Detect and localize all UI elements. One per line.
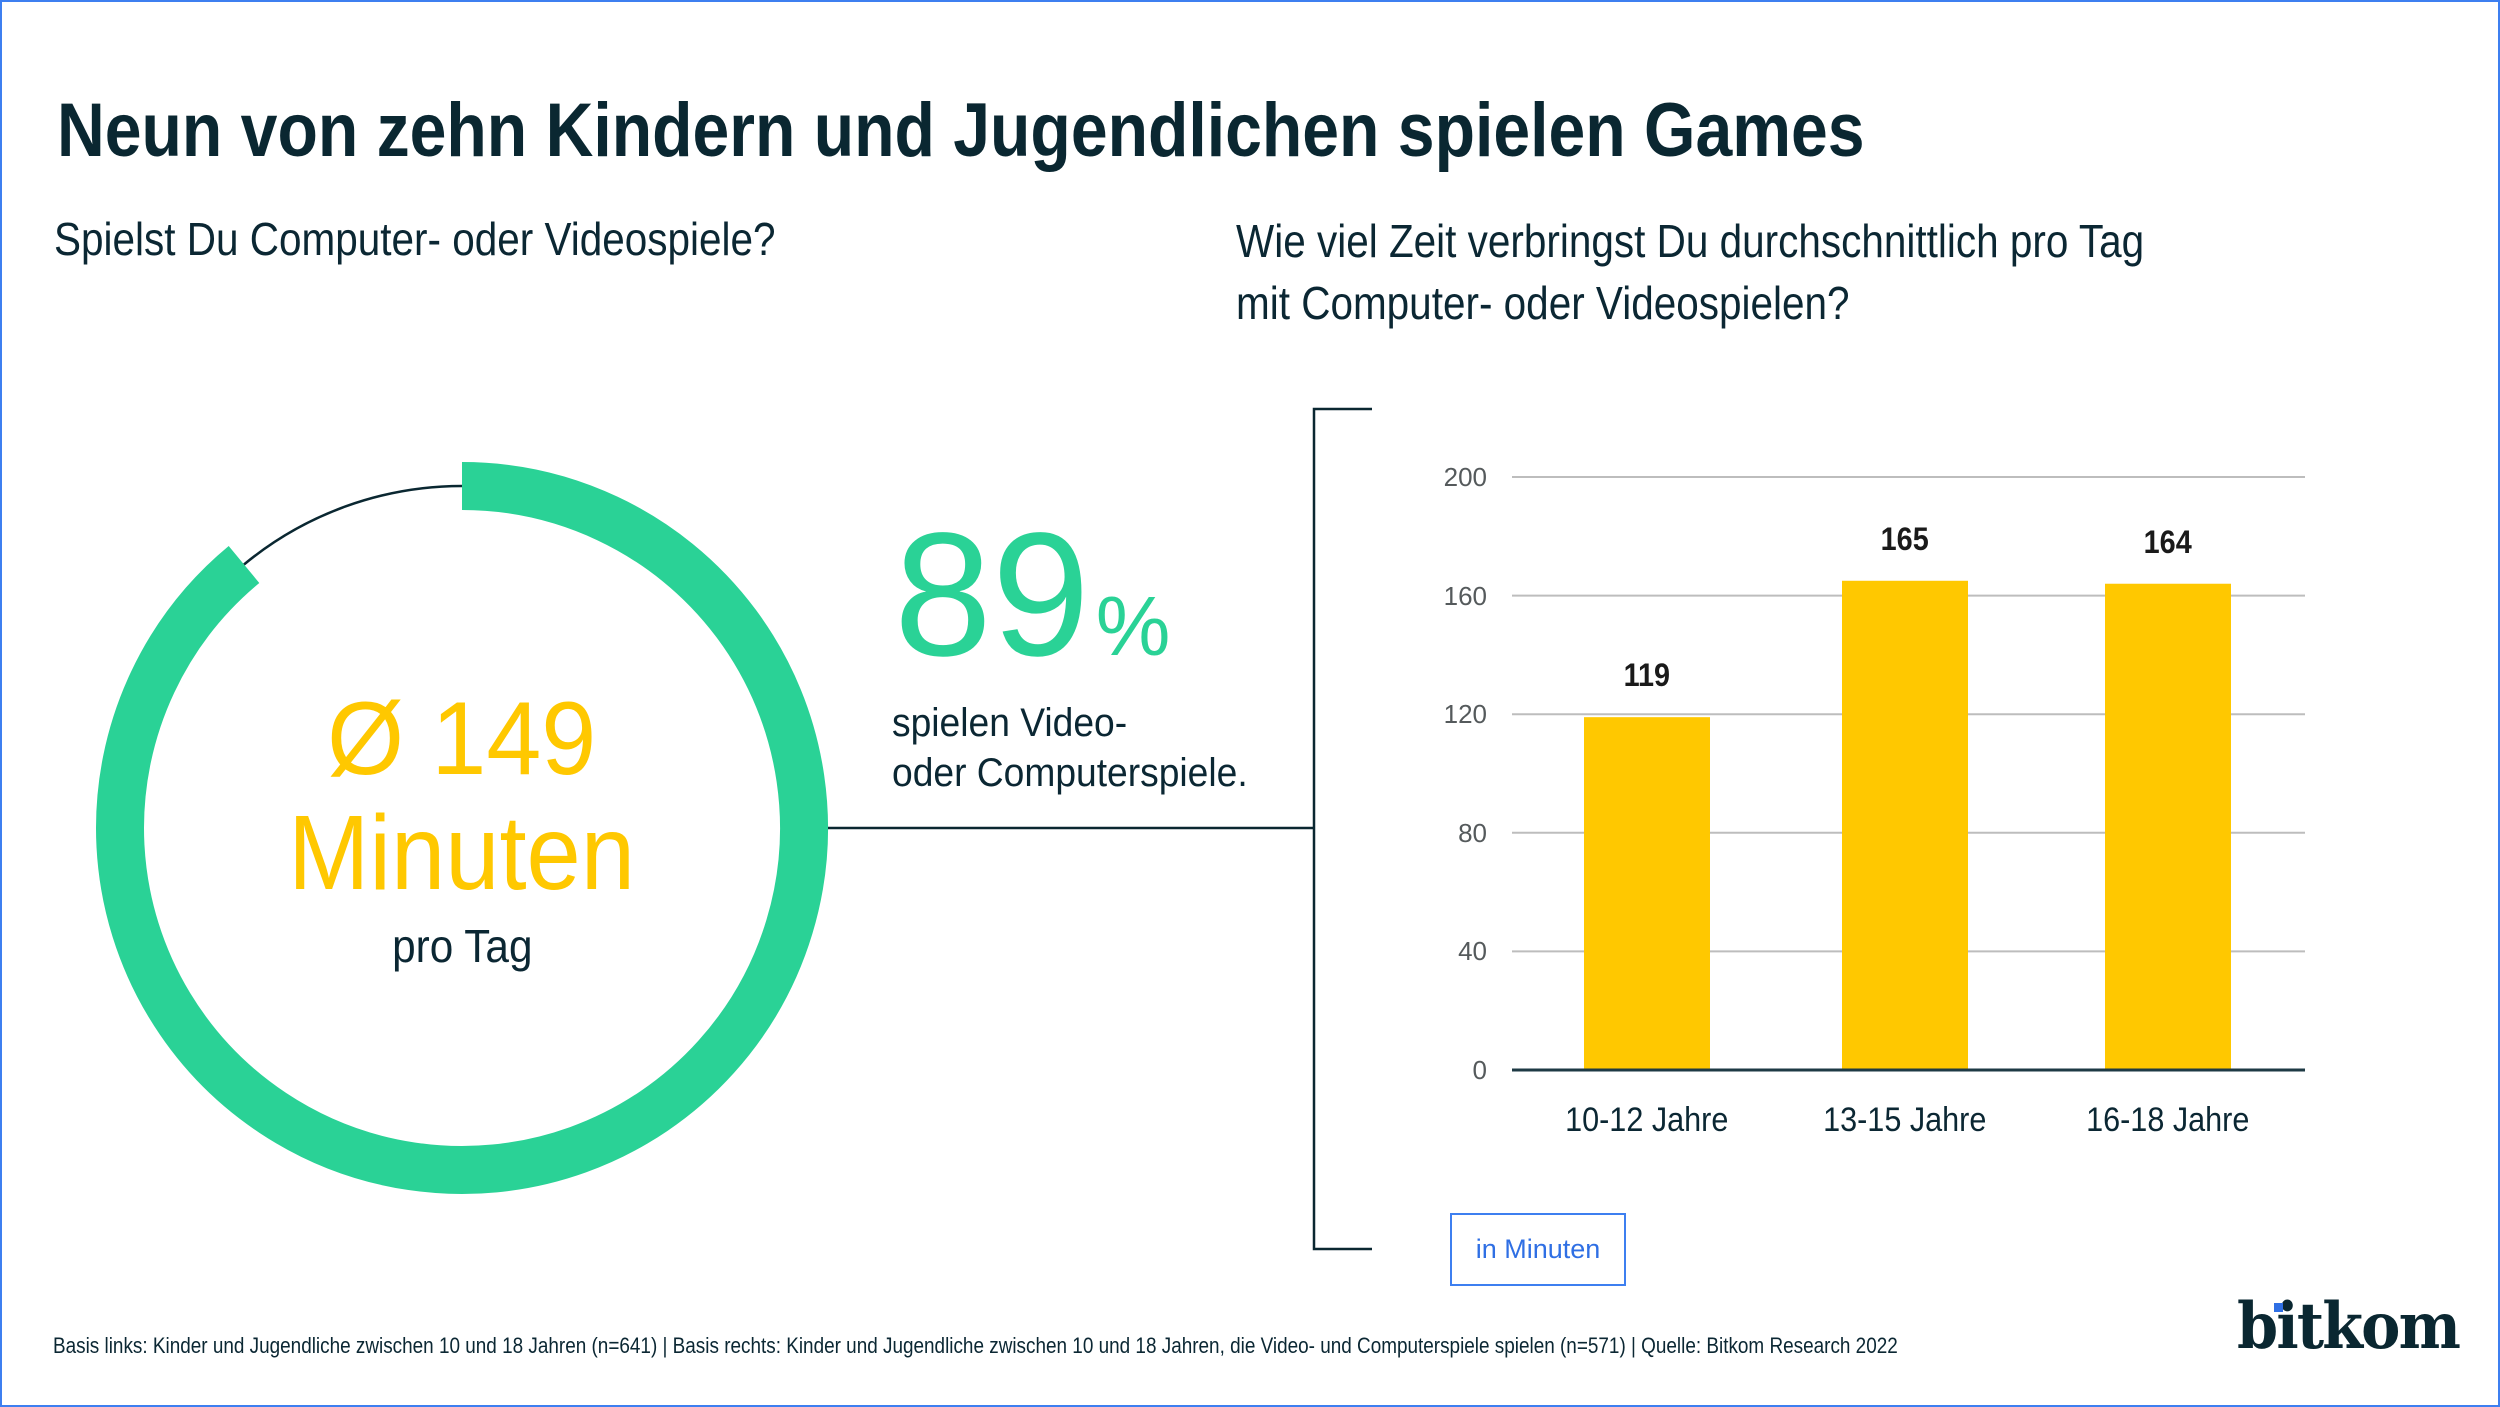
bitkom-logo-text: bitkom <box>2237 1289 2461 1364</box>
left-question: Spielst Du Computer- oder Videospiele? <box>54 210 874 268</box>
right-question: Wie viel Zeit verbringst Du durchschnitt… <box>1236 210 2268 334</box>
average-unit: Minuten <box>0 797 924 909</box>
share-percentage-sign: % <box>1095 579 1171 673</box>
bar-value-label: 164 <box>2143 523 2193 560</box>
average-suffix: pro Tag <box>0 918 924 974</box>
bracket-line <box>1312 407 1372 1251</box>
page-title: Neun von zehn Kindern und Jugendlichen s… <box>57 86 2135 176</box>
donut-chart <box>96 462 828 1194</box>
y-tick-label: 40 <box>1458 936 1487 967</box>
donut-remainder-arc <box>243 484 463 566</box>
unit-note-box: in Minuten <box>1450 1213 1626 1286</box>
bar <box>1584 717 1710 1070</box>
right-question-line-2: mit Computer- oder Videospielen? <box>1236 277 1850 329</box>
x-tick-label: 16-18 Jahre <box>2086 1101 2250 1139</box>
bar <box>1842 580 1968 1070</box>
bar-chart <box>1512 476 2305 1072</box>
footnote: Basis links: Kinder und Jugendliche zwis… <box>53 1332 2198 1360</box>
x-tick-label: 10-12 Jahre <box>1565 1101 1729 1139</box>
share-percentage-number: 89 <box>894 497 1090 693</box>
bar-value-label: 119 <box>1623 657 1671 694</box>
share-description-line-2: oder Computerspiele. <box>892 751 1248 795</box>
y-tick-label: 120 <box>1443 699 1487 730</box>
average-value-text: Ø 149 <box>327 681 597 797</box>
right-question-line-1: Wie viel Zeit verbringst Du durchschnitt… <box>1236 215 2145 267</box>
y-tick-label: 200 <box>1443 462 1487 492</box>
footnote-text: Basis links: Kinder und Jugendliche zwis… <box>53 1333 1898 1358</box>
donut-share-arc <box>96 462 828 1194</box>
y-tick-label: 160 <box>1443 580 1487 611</box>
unit-note-text: in Minuten <box>1475 1234 1601 1264</box>
share-description: spielen Video- oder Computerspiele. <box>892 698 1274 798</box>
left-question-text: Spielst Du Computer- oder Videospiele? <box>54 213 776 265</box>
bar-value-label: 165 <box>1880 520 1930 557</box>
logo-dot-icon <box>2274 1303 2283 1312</box>
share-description-line-1: spielen Video- <box>892 701 1128 745</box>
page-title-text: Neun von zehn Kindern und Jugendlichen s… <box>57 88 1865 173</box>
connector-bracket <box>828 407 1372 1251</box>
y-tick-label: 0 <box>1472 1055 1487 1085</box>
average-value: Ø 149 <box>0 684 924 794</box>
x-tick-label: 13-15 Jahre <box>1823 1101 1987 1139</box>
bar <box>2105 583 2231 1070</box>
y-tick-label: 80 <box>1458 817 1487 848</box>
average-suffix-text: pro Tag <box>391 920 533 972</box>
share-percentage: 89% <box>894 505 1170 741</box>
average-unit-text: Minuten <box>288 794 636 912</box>
